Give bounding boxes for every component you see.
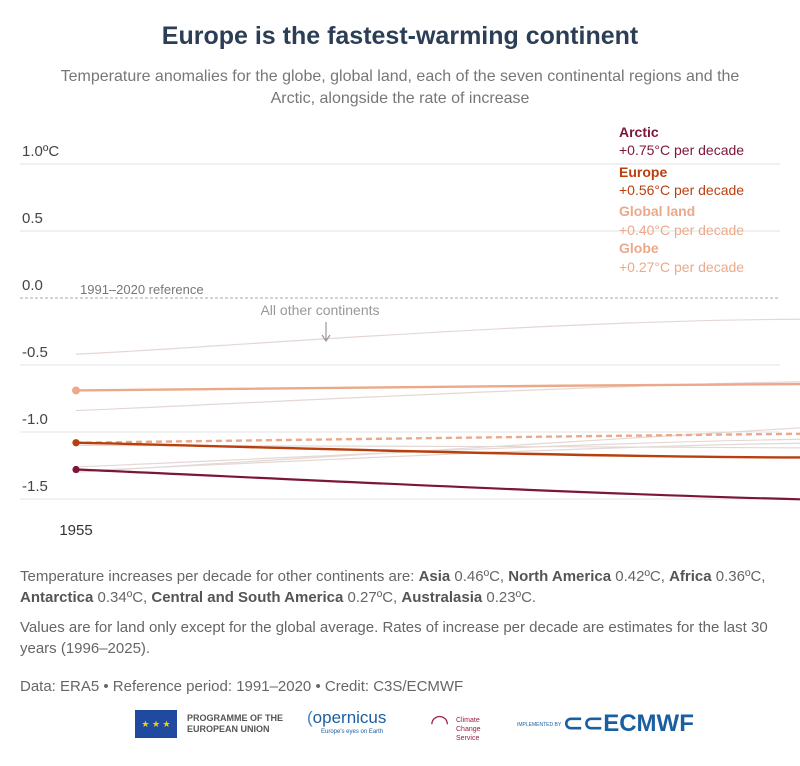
series-label: Europe	[619, 164, 667, 180]
continent-name: Asia	[418, 568, 451, 585]
series-rate: +0.27°C per decade	[619, 259, 744, 275]
global-land-line	[75, 432, 800, 444]
continent-rate: 0.27ºC,	[343, 589, 402, 606]
chart-title: Europe is the fastest-warming continent	[161, 22, 639, 50]
continent-rate: 0.42ºC,	[611, 568, 670, 585]
series-label: Globe	[619, 240, 659, 256]
series-label: Arctic	[619, 124, 659, 140]
implemented-by-text: IMPLEMENTED BY	[517, 722, 562, 728]
y-tick-label: -1.5	[22, 478, 48, 495]
series-label: Global land	[619, 203, 695, 219]
y-tick-label: -0.5	[22, 344, 48, 361]
series-rate: +0.75°C per decade	[619, 142, 744, 158]
europe-point	[72, 439, 80, 447]
continent-rate: 0.23ºC.	[482, 589, 537, 606]
continent-name: Africa	[669, 568, 712, 585]
copernicus-logo: (opernicus Europe's eyes on Earth	[307, 708, 387, 735]
reference-label: 1991–2020 reference	[80, 282, 204, 297]
continent-rate: 0.34ºC,	[93, 589, 152, 606]
continent-name: Australasia	[401, 589, 483, 606]
chart-subtitle: Temperature anomalies for the globe, glo…	[60, 68, 740, 107]
logos: ★ ★ ★ PROGRAMME OF THE EUROPEAN UNION (o…	[135, 708, 695, 744]
y-tick-label: -1.0	[22, 411, 48, 428]
values-note: Values are for land only except for the …	[20, 619, 768, 657]
y-tick-label: 1.0ºC	[22, 143, 59, 160]
globe-point	[72, 386, 80, 395]
annotation-arrow-icon	[321, 322, 331, 343]
continent-rate: 0.36ºC,	[711, 568, 766, 585]
continent-name: Central and South America	[151, 589, 344, 606]
y-tick-label: 0.0	[22, 277, 43, 294]
continent-name: North America	[508, 568, 612, 585]
eu-flag-logo: ★ ★ ★	[135, 710, 177, 738]
ecmwf-logo: ⊂⊂ECMWF	[563, 710, 694, 737]
line-chart: 1.0ºC 0.5 0.0 -0.5 -1.0 -1.5 1991–2020 referen…	[20, 124, 800, 539]
y-tick-label: 0.5	[22, 210, 43, 227]
other-continents-annotation: All other continents	[260, 302, 379, 318]
rates-note: Temperature increases per decade for oth…	[20, 566, 780, 608]
arctic-point	[72, 465, 80, 474]
continent-rate: 0.46ºC,	[450, 568, 509, 585]
x-tick-label: 1955	[59, 522, 92, 539]
eu-programme-text: PROGRAMME OF THE EUROPEAN UNION	[187, 713, 283, 734]
series-rate: +0.56°C per decade	[619, 182, 744, 198]
rates-intro: Temperature increases per decade for oth…	[20, 568, 419, 585]
source-note: Data: ERA5 • Reference period: 1991–2020…	[20, 678, 464, 695]
series-rate: +0.40°C per decade	[619, 222, 744, 238]
continent-name: Antarctica	[20, 589, 94, 606]
